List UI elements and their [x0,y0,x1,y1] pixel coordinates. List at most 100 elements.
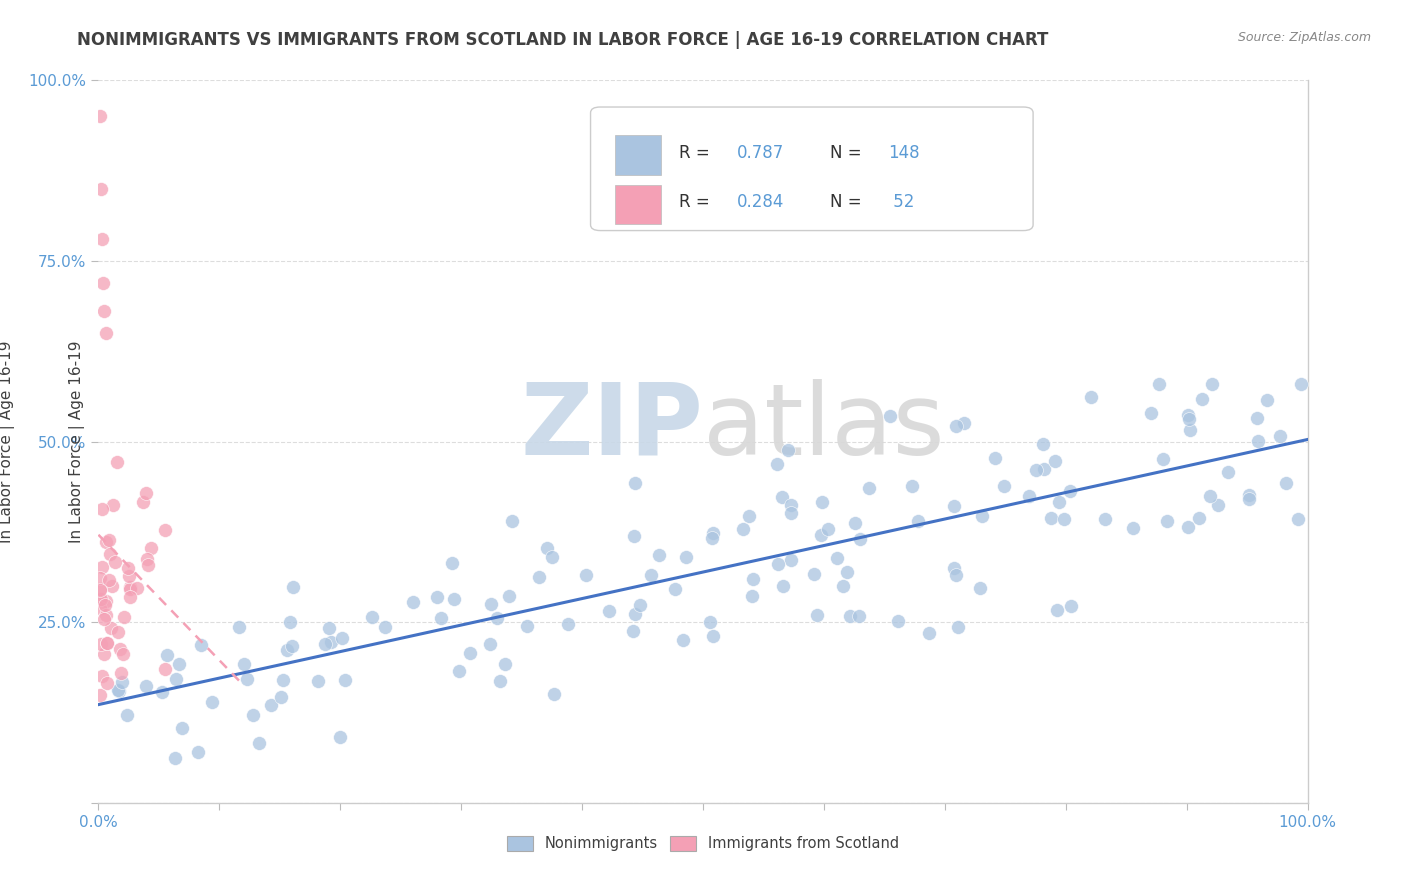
Point [89,582,111,597]
Point [115,707,138,722]
Point [838,608,860,623]
Point [112,610,135,624]
Point [983,451,1005,466]
Point [1256,393,1278,408]
Point [1046,603,1069,617]
Bar [614,185,661,225]
Point [498,589,520,603]
Point [1191,392,1213,406]
Point [598,604,620,618]
Text: ZIP: ZIP [520,378,703,475]
Point [516,619,538,633]
Point [90,637,112,651]
Point [1177,409,1199,423]
Point [233,657,256,671]
Point [165,672,187,686]
Point [430,611,453,625]
Point [90,559,112,574]
Point [1270,429,1292,443]
Point [837,565,859,579]
Y-axis label: In Labor Force | Age 16-19: In Labor Force | Age 16-19 [0,340,14,543]
Point [1147,377,1170,392]
Text: N =: N = [830,145,868,162]
Point [163,750,186,764]
Point [260,698,283,713]
Point [330,631,353,645]
Point [321,634,343,648]
FancyBboxPatch shape [591,107,1033,230]
Point [1094,512,1116,526]
Point [447,664,470,678]
Point [100,621,122,635]
Point [125,582,148,596]
Point [1177,520,1199,534]
Point [93,648,115,662]
Point [699,615,721,630]
Point [1239,488,1261,502]
Point [575,567,598,582]
Point [1025,463,1047,477]
Text: 148: 148 [889,145,920,162]
Point [628,598,651,612]
Point [1286,512,1309,526]
Text: 0.284: 0.284 [737,194,785,211]
Point [918,626,941,640]
Point [1053,512,1076,526]
Point [307,674,329,689]
Point [1289,376,1312,391]
Point [333,673,356,687]
Point [1043,454,1066,468]
Point [1152,451,1174,466]
Point [779,506,801,520]
Point [779,553,801,567]
Point [94,326,117,340]
Point [700,532,723,546]
Point [111,674,134,689]
Point [1047,494,1070,508]
Point [153,662,176,676]
Point [314,637,336,651]
Point [89,571,111,585]
Point [112,647,135,661]
Point [479,597,502,611]
Point [1080,390,1102,404]
Point [242,707,264,722]
Point [1206,498,1229,512]
Legend: Nonimmigrants, Immigrants from Scotland: Nonimmigrants, Immigrants from Scotland [502,830,904,857]
Point [118,580,141,594]
Point [557,617,579,632]
Point [91,276,114,290]
Point [101,579,124,593]
Point [1275,476,1298,491]
Point [91,502,114,516]
Y-axis label: In Labor Force | Age 16-19: In Labor Force | Age 16-19 [69,340,84,543]
Point [702,525,724,540]
Point [110,666,132,681]
Point [848,532,870,546]
Point [118,582,141,596]
Text: atlas: atlas [703,378,945,475]
Point [1247,434,1270,448]
Text: 52: 52 [889,194,914,211]
Point [89,688,111,702]
Point [647,548,669,562]
Point [1177,412,1199,426]
Point [187,745,209,759]
Point [98,533,121,548]
Point [501,514,523,528]
Point [780,499,803,513]
Point [94,535,117,549]
Point [94,598,117,612]
Point [91,669,114,683]
Point [101,499,124,513]
Point [810,528,832,542]
Point [1237,491,1260,506]
Point [1201,376,1223,391]
Point [806,608,828,623]
Point [135,679,157,693]
Point [98,547,121,561]
Bar [614,136,661,175]
Point [361,610,384,624]
Point [443,592,465,607]
Point [886,614,908,628]
